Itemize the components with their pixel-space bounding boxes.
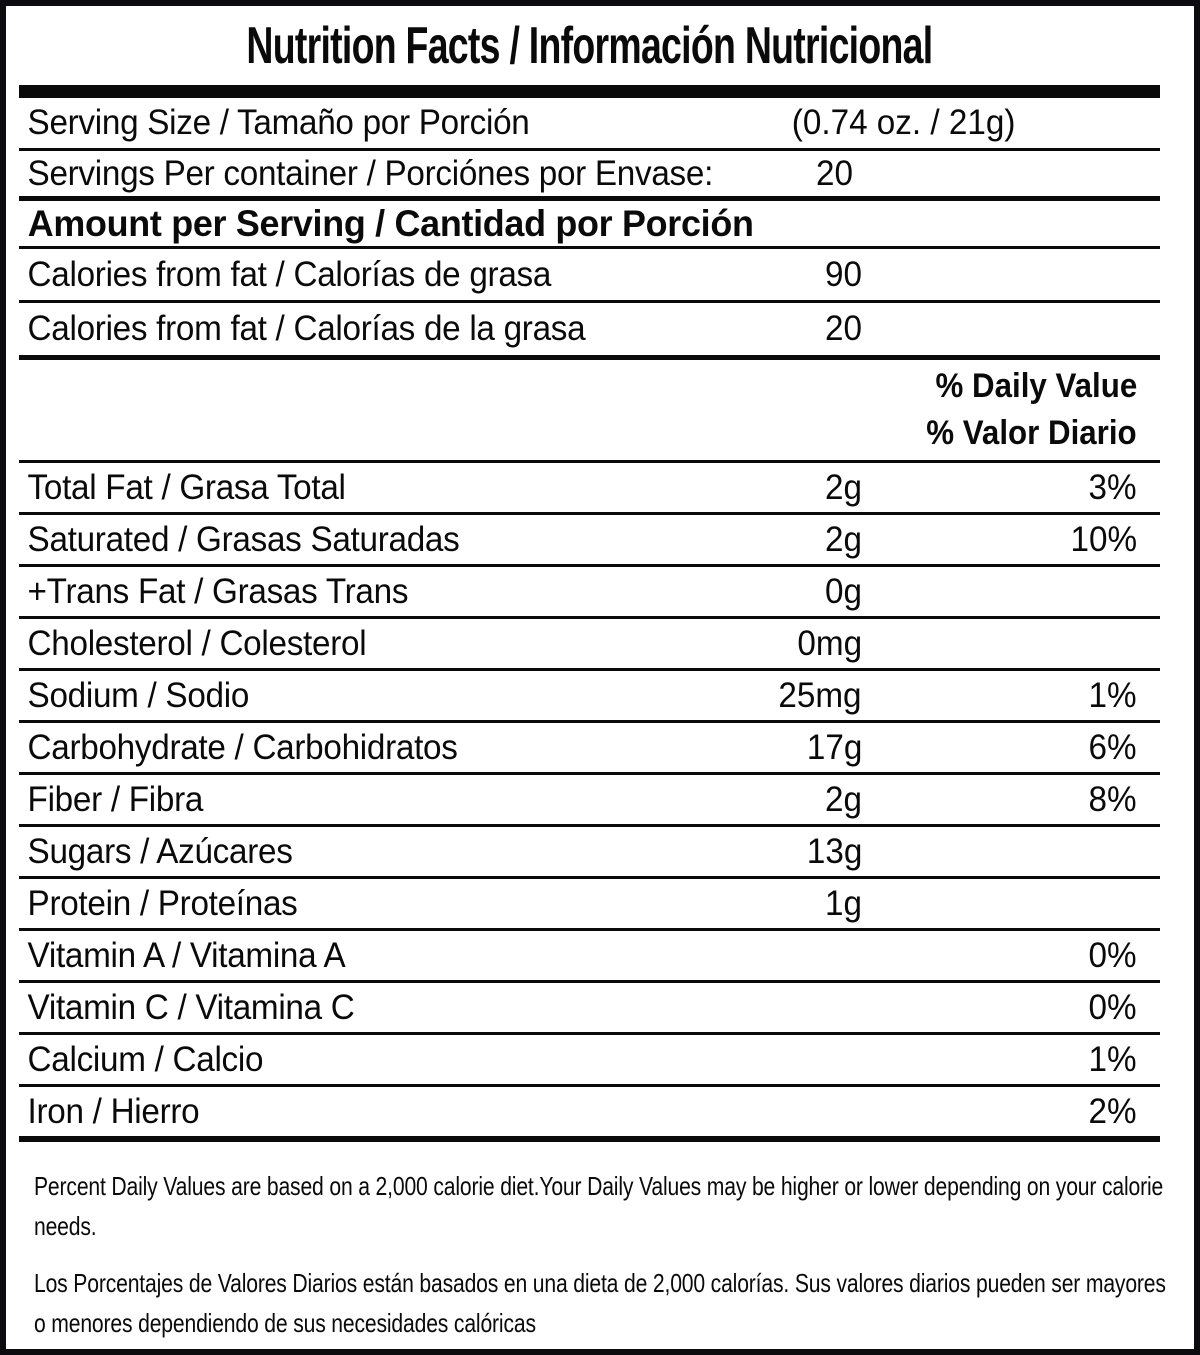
nutrient-daily-value-percent: 0% (1088, 935, 1137, 975)
nutrient-amount: 17g (806, 727, 862, 767)
nutrient-label: Sodium / Sodio (27, 675, 250, 715)
calories-row: Calories from fat / Calorías de grasa 90 (19, 249, 1160, 303)
nutrient-daily-value-percent: 2% (1088, 1091, 1137, 1131)
nutrient-label: Vitamin A / Vitamina A (27, 935, 346, 975)
nutrient-label: Sugars / Azúcares (27, 831, 293, 871)
nutrient-daily-value-percent: 6% (1088, 727, 1137, 767)
amount-per-serving-header: Amount per Serving / Cantidad por Porció… (27, 202, 754, 244)
nutrient-label: Fiber / Fibra (27, 779, 204, 819)
footnotes: Percent Daily Values are based on a 2,00… (34, 1166, 1166, 1343)
amount-per-serving-header-row: Amount per Serving / Cantidad por Porció… (19, 201, 1160, 249)
nutrient-row: Sugars / Azúcares 13g (19, 827, 1160, 879)
label-header: Nutrition Facts / Información Nutriciona… (19, 6, 1160, 85)
nutrient-label: Total Fat / Grasa Total (27, 467, 346, 507)
nutrient-row: Calcium / Calcio 1% (19, 1035, 1160, 1087)
calories-label: Calories from fat / Calorías de grasa (27, 254, 552, 294)
nutrient-row: +Trans Fat / Grasas Trans 0g (19, 567, 1160, 619)
calories-value: 20 (825, 309, 862, 348)
calories-row: Calories from fat / Calorías de la grasa… (19, 303, 1160, 360)
nutrient-daily-value-percent: 8% (1088, 779, 1137, 819)
label-title: Nutrition Facts / Información Nutriciona… (246, 16, 933, 75)
nutrient-label: Cholesterol / Colesterol (27, 623, 367, 663)
daily-value-header-es: % Valor Diario (926, 413, 1137, 452)
nutrient-label: Calcium / Calcio (27, 1039, 264, 1079)
nutrient-label: Protein / Proteínas (27, 883, 298, 923)
nutrient-row: Cholesterol / Colesterol 0mg (19, 619, 1160, 671)
nutrient-daily-value-percent: 1% (1088, 675, 1137, 715)
nutrient-daily-value-percent: 1% (1088, 1039, 1137, 1079)
servings-per-container-label: Servings Per container / Porciónes por E… (27, 153, 714, 193)
nutrients-table: Total Fat / Grasa Total 2g 3% Saturated … (19, 463, 1160, 1142)
daily-value-header-en: % Daily Value (935, 367, 1137, 406)
nutrient-label: Carbohydrate / Carbohidratos (27, 727, 458, 767)
nutrient-label: Saturated / Grasas Saturadas (27, 519, 460, 559)
servings-per-container-value: 20 (816, 153, 853, 193)
nutrient-row: Sodium / Sodio 25mg 1% (19, 671, 1160, 723)
calories-label: Calories from fat / Calorías de la grasa (27, 309, 586, 348)
nutrient-row: Protein / Proteínas 1g (19, 879, 1160, 931)
nutrient-amount: 13g (806, 831, 862, 871)
footnote-spanish: Los Porcentajes de Valores Diarios están… (34, 1268, 1166, 1338)
nutrient-daily-value-percent: 0% (1088, 987, 1137, 1027)
nutrient-row: Vitamin C / Vitamina C 0% (19, 983, 1160, 1035)
serving-size-row: Serving Size / Tamaño por Porción (0.74 … (19, 98, 1160, 151)
calories-value: 90 (825, 254, 862, 294)
nutrient-daily-value-percent: 3% (1088, 467, 1137, 507)
nutrient-label: Iron / Hierro (27, 1091, 200, 1131)
serving-size-value: (0.74 oz. / 21g) (791, 103, 1015, 142)
nutrient-row: Vitamin A / Vitamina A 0% (19, 931, 1160, 983)
nutrient-amount: 0g (825, 571, 862, 611)
nutrient-row: Total Fat / Grasa Total 2g 3% (19, 463, 1160, 515)
nutrient-row: Saturated / Grasas Saturadas 2g 10% (19, 515, 1160, 567)
label-body: Nutrition Facts / Información Nutriciona… (19, 6, 1166, 1343)
header-divider-bar (19, 85, 1160, 98)
nutrient-amount: 25mg (778, 675, 862, 715)
footnotes-text-block: Percent Daily Values are based on a 2,00… (34, 1166, 1175, 1343)
nutrient-label: Vitamin C / Vitamina C (27, 987, 355, 1027)
footnote-english: Percent Daily Values are based on a 2,00… (34, 1171, 1164, 1241)
nutrient-amount: 2g (825, 519, 862, 559)
nutrient-amount: 0mg (797, 623, 862, 663)
nutrient-amount: 2g (825, 779, 862, 819)
nutrient-label: +Trans Fat / Grasas Trans (27, 571, 409, 611)
nutrient-row: Fiber / Fibra 2g 8% (19, 775, 1160, 827)
nutrient-row: Carbohydrate / Carbohidratos 17g 6% (19, 723, 1160, 775)
nutrient-daily-value-percent: 10% (1070, 519, 1137, 559)
nutrient-row: Iron / Hierro 2% (19, 1087, 1160, 1142)
serving-size-label: Serving Size / Tamaño por Porción (27, 103, 530, 142)
servings-per-container-row: Servings Per container / Porciónes por E… (19, 151, 1160, 201)
nutrient-amount: 1g (825, 883, 862, 923)
daily-value-header-block: % Daily Value % Valor Diario (19, 360, 1160, 463)
nutrient-amount: 2g (825, 467, 862, 507)
